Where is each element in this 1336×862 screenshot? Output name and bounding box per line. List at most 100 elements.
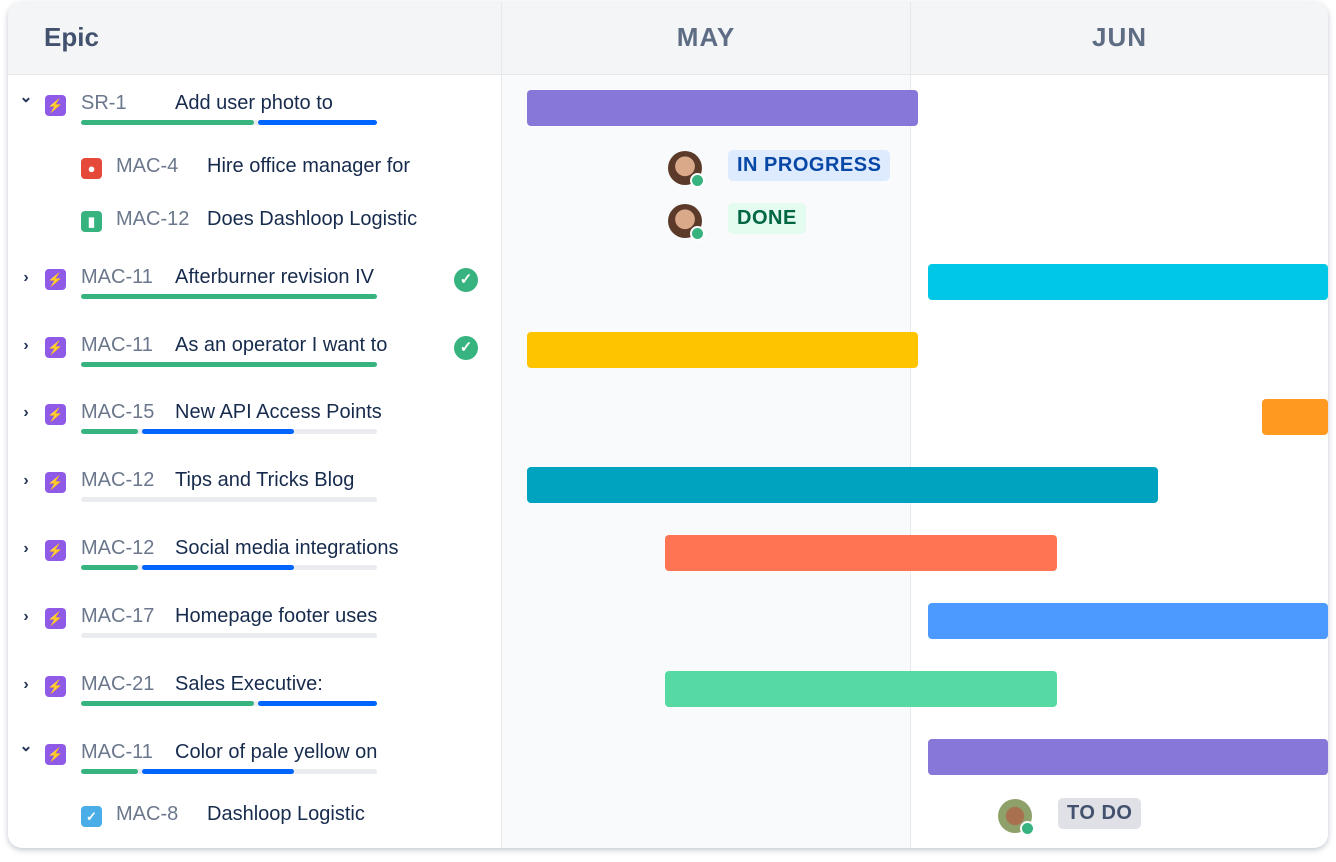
progress-in-progress xyxy=(142,429,295,434)
timeline-bar[interactable] xyxy=(665,535,1057,571)
may-column-background xyxy=(502,75,910,848)
issue-title[interactable]: Add user photo to xyxy=(175,92,333,114)
epic-row[interactable]: › ⚡ MAC-21 Sales Executive: xyxy=(8,667,502,707)
issue-title[interactable]: As an operator I want to xyxy=(175,334,388,356)
epic-icon: ⚡ xyxy=(45,472,66,493)
child-issue-row[interactable]: ▮ MAC-12 Does Dashloop Logistic xyxy=(8,202,502,242)
issue-key[interactable]: MAC-11 xyxy=(81,266,153,288)
epic-icon: ⚡ xyxy=(45,540,66,561)
chevron-right-icon[interactable]: › xyxy=(23,608,29,625)
issue-title[interactable]: Does Dashloop Logistic xyxy=(207,208,418,230)
epic-icon: ⚡ xyxy=(45,269,66,290)
chevron-right-icon[interactable]: › xyxy=(23,404,29,421)
chevron-down-icon[interactable]: ⌄ xyxy=(19,738,33,755)
epic-row[interactable]: › ⚡ MAC-11 As an operator I want to ✓ xyxy=(8,328,502,368)
epic-row[interactable]: › ⚡ MAC-17 Homepage footer uses xyxy=(8,599,502,639)
issue-title[interactable]: Sales Executive: xyxy=(175,673,323,695)
epic-row[interactable]: ⌄ ⚡ MAC-11 Color of pale yellow on xyxy=(8,735,502,775)
chevron-right-icon[interactable]: › xyxy=(23,337,29,354)
progress-in-progress xyxy=(142,565,295,570)
epic-icon: ⚡ xyxy=(45,337,66,358)
roadmap-header: Epic MAY JUN xyxy=(8,2,1328,75)
progress-in-progress xyxy=(142,769,295,774)
epic-icon: ⚡ xyxy=(45,404,66,425)
online-status-dot xyxy=(690,173,705,188)
avatar-woman[interactable] xyxy=(668,204,705,241)
issue-title[interactable]: New API Access Points xyxy=(175,401,382,423)
progress-track xyxy=(81,497,377,502)
progress-bar xyxy=(81,565,377,570)
timeline-bar[interactable] xyxy=(527,90,918,126)
issue-title[interactable]: Hire office manager for xyxy=(207,155,411,177)
status-lozenge[interactable]: IN PROGRESS xyxy=(728,150,891,181)
timeline-bar[interactable] xyxy=(928,264,1328,300)
progress-track xyxy=(81,633,377,638)
avatar-woman[interactable] xyxy=(668,151,705,188)
progress-in-progress xyxy=(257,120,377,125)
status-lozenge[interactable]: DONE xyxy=(728,203,806,234)
chevron-right-icon[interactable]: › xyxy=(23,540,29,557)
issue-title[interactable]: Social media integrations xyxy=(175,537,399,559)
epic-icon: ⚡ xyxy=(45,744,66,765)
progress-in-progress xyxy=(257,701,377,706)
issue-key[interactable]: MAC-15 xyxy=(81,401,155,423)
epic-column-header: Epic xyxy=(44,22,99,52)
child-issue-row[interactable]: ● MAC-4 Hire office manager for xyxy=(8,149,502,189)
epic-row[interactable]: › ⚡ MAC-12 Tips and Tricks Blog xyxy=(8,463,502,503)
roadmap-card: Epic MAY JUN ⌄ ⚡ SR-1 Add user photo to ● MAC… xyxy=(8,2,1328,848)
timeline-bar[interactable] xyxy=(928,603,1328,639)
issue-key[interactable]: MAC-12 xyxy=(81,469,155,491)
timeline-bar[interactable] xyxy=(527,332,918,368)
online-status-dot xyxy=(690,226,705,241)
done-check-icon: ✓ xyxy=(454,268,478,292)
progress-done xyxy=(81,769,139,774)
status-lozenge[interactable]: TO DO xyxy=(1058,798,1142,829)
issue-key[interactable]: MAC-11 xyxy=(81,334,153,356)
progress-bar xyxy=(81,497,377,502)
issue-title[interactable]: Homepage footer uses xyxy=(175,605,378,627)
issue-key[interactable]: MAC-12 xyxy=(116,208,190,230)
avatar-man[interactable] xyxy=(998,799,1035,836)
epic-row[interactable]: › ⚡ MAC-12 Social media integrations xyxy=(8,531,502,571)
issue-key[interactable]: MAC-8 xyxy=(116,803,179,825)
epic-icon: ⚡ xyxy=(45,608,66,629)
issue-key[interactable]: MAC-11 xyxy=(81,741,153,763)
timeline-bar[interactable] xyxy=(928,739,1328,775)
progress-bar xyxy=(81,362,377,367)
epic-row[interactable]: › ⚡ MAC-15 New API Access Points xyxy=(8,395,502,435)
progress-done xyxy=(81,294,377,299)
progress-done xyxy=(81,120,254,125)
story-icon: ▮ xyxy=(81,211,102,232)
timeline-bar[interactable] xyxy=(527,467,1158,503)
issue-title[interactable]: Tips and Tricks Blog xyxy=(175,469,355,491)
progress-done xyxy=(81,362,377,367)
progress-bar xyxy=(81,701,377,706)
progress-done xyxy=(81,565,139,570)
chevron-right-icon[interactable]: › xyxy=(23,472,29,489)
child-issue-row[interactable]: ✓ MAC-8 Dashloop Logistic xyxy=(8,797,502,837)
issue-title[interactable]: Color of pale yellow on xyxy=(175,741,378,763)
month-divider xyxy=(910,2,911,848)
epic-icon: ⚡ xyxy=(45,676,66,697)
issue-key[interactable]: MAC-21 xyxy=(81,673,155,695)
chevron-right-icon[interactable]: › xyxy=(23,676,29,693)
issue-title[interactable]: Afterburner revision IV xyxy=(175,266,374,288)
issue-key[interactable]: SR-1 xyxy=(81,92,127,114)
issue-key[interactable]: MAC-4 xyxy=(116,155,179,177)
online-status-dot xyxy=(1020,821,1035,836)
epic-row[interactable]: ⌄ ⚡ SR-1 Add user photo to xyxy=(8,86,502,126)
issue-key[interactable]: MAC-12 xyxy=(81,537,155,559)
issue-title[interactable]: Dashloop Logistic xyxy=(207,803,365,825)
progress-bar xyxy=(81,294,377,299)
issue-key[interactable]: MAC-17 xyxy=(81,605,155,627)
progress-done xyxy=(81,429,139,434)
epic-row[interactable]: › ⚡ MAC-11 Afterburner revision IV ✓ xyxy=(8,260,502,300)
task-icon: ✓ xyxy=(81,806,102,827)
timeline-bar[interactable] xyxy=(1262,399,1328,435)
chevron-right-icon[interactable]: › xyxy=(23,269,29,286)
chevron-down-icon[interactable]: ⌄ xyxy=(19,89,33,106)
bug-icon: ● xyxy=(81,158,102,179)
timeline-bar[interactable] xyxy=(665,671,1057,707)
progress-bar xyxy=(81,120,377,125)
epic-column-divider xyxy=(501,2,502,848)
